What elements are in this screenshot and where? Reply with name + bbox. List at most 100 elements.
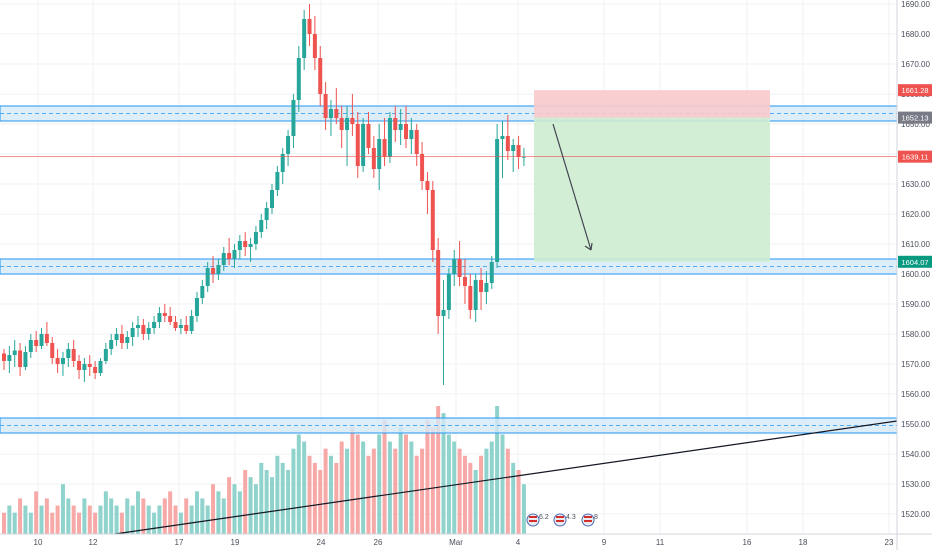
volume-bars xyxy=(2,406,526,534)
y-tick-label: 1600.00 xyxy=(901,270,930,279)
candle-body xyxy=(473,280,478,310)
volume-bar xyxy=(505,448,510,534)
volume-bar xyxy=(60,484,65,534)
volume-bar xyxy=(436,406,441,534)
candle-body xyxy=(82,364,87,370)
volume-bar xyxy=(77,512,82,534)
candle-body xyxy=(345,118,350,130)
projection-arrow-line xyxy=(552,123,592,251)
candle-body xyxy=(521,156,526,158)
volume-bar xyxy=(500,434,505,534)
volume-bar xyxy=(296,434,301,534)
candle-body xyxy=(259,220,264,232)
take-profit-area xyxy=(534,117,770,262)
volume-bar xyxy=(194,491,199,534)
candle-body xyxy=(114,334,119,340)
volume-bar xyxy=(130,505,135,534)
candle-body xyxy=(430,190,435,250)
candle-body xyxy=(328,109,333,118)
x-tick-label: 19 xyxy=(231,538,240,547)
x-tick-label: 18 xyxy=(799,538,808,547)
candle-body xyxy=(60,358,65,364)
volume-bar xyxy=(87,505,92,534)
candle-body xyxy=(377,139,382,169)
y-tick-label: 1540.00 xyxy=(901,450,930,459)
volume-bar xyxy=(264,470,269,534)
x-tick-label: 10 xyxy=(34,538,43,547)
candle-body xyxy=(264,208,269,220)
y-tick-label: 1620.00 xyxy=(901,210,930,219)
candle-body xyxy=(452,259,457,274)
volume-bar xyxy=(243,470,248,534)
volume-bar xyxy=(157,505,162,534)
volume-bar xyxy=(162,498,167,534)
volume-bar xyxy=(136,491,140,534)
flag-stripe xyxy=(584,520,592,522)
candle-body xyxy=(168,316,173,322)
volume-bar xyxy=(446,434,451,534)
volume-bar xyxy=(377,434,382,534)
y-tick-label: 1560.00 xyxy=(901,390,930,399)
y-tick-label: 1610.00 xyxy=(901,240,930,249)
candle-body xyxy=(302,19,307,58)
volume-bar xyxy=(205,505,210,534)
candle-body xyxy=(468,286,473,310)
candle-body xyxy=(50,343,55,358)
volume-bar xyxy=(141,498,146,534)
candle-body xyxy=(270,190,274,208)
x-tick-label: 12 xyxy=(89,538,98,547)
volume-bar xyxy=(291,448,296,534)
flag-stripe xyxy=(584,516,592,518)
candle-body xyxy=(157,313,162,322)
x-tick-label: 23 xyxy=(885,538,894,547)
stop-loss-area xyxy=(534,90,770,118)
price-tag-label: 1604.07 xyxy=(901,258,928,267)
volume-bar xyxy=(328,455,333,534)
time-axis: 10 12 17 19 24 26 Mar 4 9 11 16 18 23 xyxy=(0,533,932,547)
volume-bar xyxy=(7,505,12,534)
candle-body xyxy=(152,322,157,328)
volume-bar xyxy=(441,413,446,534)
volume-bar xyxy=(259,462,264,534)
volume-bar xyxy=(50,512,55,534)
candle-body xyxy=(371,148,376,169)
candle-body xyxy=(505,136,510,151)
candle-body xyxy=(484,283,489,292)
candle-body xyxy=(350,118,355,124)
volume-bar xyxy=(479,455,484,534)
candles xyxy=(2,4,526,385)
event-label: 6.2 xyxy=(539,514,549,521)
price-axis: 1520.00 1530.00 1540.00 1550.00 1560.00 1570.… xyxy=(896,0,932,550)
volume-bar xyxy=(334,462,339,534)
candle-body xyxy=(136,325,140,328)
volume-bar xyxy=(221,498,226,534)
volume-bar xyxy=(93,512,98,534)
y-tick-label: 1670.00 xyxy=(901,60,930,69)
candle-body xyxy=(323,94,328,118)
candle-body xyxy=(119,334,124,343)
volume-bar xyxy=(307,455,312,534)
x-tick-label: Mar xyxy=(449,538,463,547)
volume-bar xyxy=(55,505,60,534)
volume-bar xyxy=(2,512,6,534)
event-label: 8 xyxy=(594,514,598,521)
candle-body xyxy=(103,349,108,361)
candle-body xyxy=(184,325,189,331)
volume-bar xyxy=(28,512,33,534)
volume-bar xyxy=(237,491,242,534)
x-tick-label: 4 xyxy=(516,538,521,547)
volume-bar xyxy=(119,512,124,534)
volume-bar xyxy=(44,498,49,534)
volume-bar xyxy=(382,420,387,534)
candle-body xyxy=(436,250,441,316)
candle-body xyxy=(173,322,178,328)
volume-bar xyxy=(366,455,371,534)
volume-bar xyxy=(495,406,500,534)
volume-bar xyxy=(39,505,44,534)
volume-bar xyxy=(216,491,221,534)
volume-bar xyxy=(302,441,307,534)
candle-body xyxy=(489,262,494,283)
candle-body xyxy=(280,154,285,172)
volume-bar xyxy=(361,441,366,534)
candle-body xyxy=(318,58,323,94)
